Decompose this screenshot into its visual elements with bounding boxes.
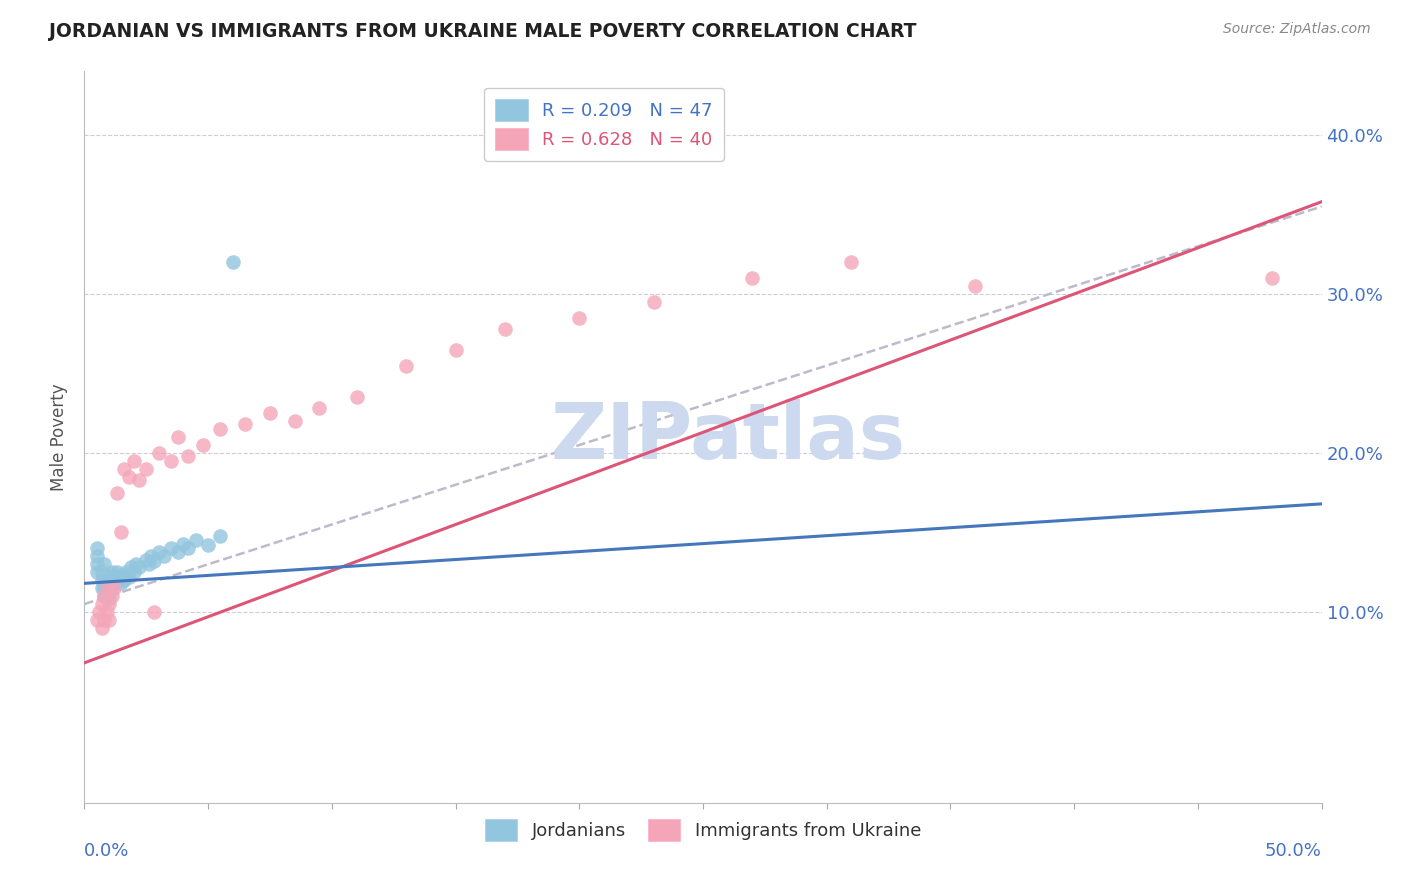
- Point: [160, 454, 183, 468]
- Point: [96, 576, 118, 591]
- Point: [86, 613, 108, 627]
- Point: [110, 525, 132, 540]
- Point: [741, 271, 763, 285]
- Y-axis label: Male Poverty: Male Poverty: [51, 384, 69, 491]
- Point: [177, 541, 200, 556]
- Point: [346, 390, 368, 404]
- Point: [209, 422, 232, 436]
- Point: [86, 549, 108, 564]
- Point: [209, 529, 232, 543]
- Point: [122, 566, 145, 580]
- Point: [142, 605, 165, 619]
- Point: [110, 568, 132, 582]
- Point: [112, 462, 135, 476]
- Point: [105, 573, 128, 587]
- Point: [112, 573, 135, 587]
- Point: [135, 462, 157, 476]
- Point: [167, 544, 190, 558]
- Point: [90, 573, 112, 587]
- Point: [118, 570, 141, 584]
- Point: [93, 589, 115, 603]
- Point: [96, 605, 118, 619]
- Point: [160, 541, 183, 556]
- Point: [965, 279, 987, 293]
- Point: [103, 581, 125, 595]
- Point: [100, 581, 122, 595]
- Point: [152, 549, 174, 564]
- Point: [135, 552, 157, 566]
- Point: [100, 566, 122, 580]
- Point: [568, 310, 591, 325]
- Point: [233, 417, 256, 432]
- Point: [86, 558, 108, 572]
- Point: [103, 568, 125, 582]
- Point: [841, 255, 863, 269]
- Point: [395, 359, 418, 373]
- Point: [96, 581, 118, 595]
- Point: [148, 544, 170, 558]
- Point: [100, 573, 122, 587]
- Point: [191, 438, 214, 452]
- Point: [98, 576, 121, 591]
- Point: [222, 255, 245, 269]
- Point: [643, 294, 665, 309]
- Point: [120, 560, 142, 574]
- Point: [148, 446, 170, 460]
- Point: [115, 566, 138, 580]
- Point: [90, 566, 112, 580]
- Point: [93, 613, 115, 627]
- Point: [89, 605, 111, 619]
- Point: [100, 589, 122, 603]
- Text: 50.0%: 50.0%: [1265, 842, 1322, 860]
- Point: [259, 406, 281, 420]
- Text: ZIPatlas: ZIPatlas: [550, 399, 905, 475]
- Point: [90, 597, 112, 611]
- Point: [122, 454, 145, 468]
- Point: [172, 536, 194, 550]
- Point: [103, 576, 125, 591]
- Point: [125, 558, 148, 572]
- Point: [128, 473, 150, 487]
- Point: [141, 549, 163, 564]
- Point: [184, 533, 207, 548]
- Point: [93, 581, 115, 595]
- Text: JORDANIAN VS IMMIGRANTS FROM UKRAINE MALE POVERTY CORRELATION CHART: JORDANIAN VS IMMIGRANTS FROM UKRAINE MAL…: [49, 22, 917, 41]
- Point: [98, 584, 121, 599]
- Point: [98, 597, 121, 611]
- Point: [93, 589, 115, 603]
- Point: [105, 485, 128, 500]
- Point: [128, 560, 150, 574]
- Point: [138, 558, 160, 572]
- Text: Source: ZipAtlas.com: Source: ZipAtlas.com: [1223, 22, 1371, 37]
- Point: [177, 449, 200, 463]
- Point: [90, 581, 112, 595]
- Point: [98, 592, 121, 607]
- Point: [93, 558, 115, 572]
- Point: [110, 576, 132, 591]
- Point: [197, 538, 219, 552]
- Point: [167, 430, 190, 444]
- Point: [93, 573, 115, 587]
- Point: [1261, 271, 1284, 285]
- Point: [105, 566, 128, 580]
- Point: [308, 401, 330, 416]
- Point: [142, 554, 165, 568]
- Point: [96, 586, 118, 600]
- Point: [118, 470, 141, 484]
- Point: [494, 322, 516, 336]
- Point: [90, 621, 112, 635]
- Point: [86, 566, 108, 580]
- Point: [98, 613, 121, 627]
- Point: [108, 570, 131, 584]
- Point: [86, 541, 108, 556]
- Text: 0.0%: 0.0%: [84, 842, 129, 860]
- Point: [444, 343, 467, 357]
- Legend: Jordanians, Immigrants from Ukraine: Jordanians, Immigrants from Ukraine: [478, 812, 928, 848]
- Point: [284, 414, 307, 428]
